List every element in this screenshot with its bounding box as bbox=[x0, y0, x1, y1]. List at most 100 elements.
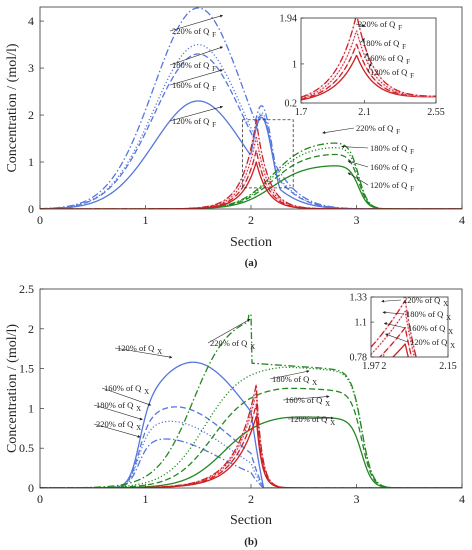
annotation-arrow bbox=[269, 370, 310, 380]
x-tick-label: 0 bbox=[37, 492, 43, 506]
annotation-arrow bbox=[347, 172, 369, 186]
y-axis-title: Concentration / (mol/l) bbox=[5, 43, 20, 172]
annotation-label: 220% of Q F bbox=[356, 123, 400, 136]
panel-label: (b) bbox=[244, 536, 258, 548]
annotation-arrow bbox=[207, 318, 251, 344]
annotation-arrow bbox=[93, 423, 141, 438]
inset-annotation-label: 220% of Q F bbox=[358, 19, 402, 32]
series-line-a-red-dashed bbox=[40, 149, 462, 209]
annotation-label: 160% of Q X bbox=[285, 395, 330, 408]
x-tick-label: 2 bbox=[248, 492, 254, 506]
inset-series-line-dotted bbox=[301, 30, 436, 99]
inset-annotation-label: 220% of Q X bbox=[403, 295, 448, 308]
annotation-label: 180% of Q X bbox=[96, 400, 141, 413]
y-tick-label: 2 bbox=[28, 108, 34, 122]
panel-label: (a) bbox=[245, 257, 258, 269]
annotation-arrow bbox=[93, 404, 143, 421]
panel-b: 0 1 2 3 4 0 0.5 1 1.5 2 2.5 Section Concentration / … bbox=[5, 282, 465, 548]
annotation-label: 120% of Q X bbox=[117, 343, 162, 356]
x-tick-label: 1 bbox=[143, 213, 149, 227]
annotation-arrow bbox=[287, 416, 334, 420]
inset-y-tick-label: 0.78 bbox=[350, 353, 368, 364]
series-line-a-blue-dotted bbox=[40, 43, 462, 209]
series-line-b-red-dashed bbox=[40, 403, 462, 488]
annotation-label: 160% of Q F bbox=[370, 162, 414, 175]
series-line-a-red-solid bbox=[40, 161, 462, 209]
x-tick-label: 3 bbox=[354, 492, 360, 506]
inset-annotation-arrow bbox=[381, 299, 402, 303]
annotation-arrow bbox=[322, 127, 355, 134]
series-line-a-red-dashdot bbox=[40, 119, 462, 209]
y-tick-label: 3 bbox=[28, 61, 34, 75]
annotation-label: 180% of Q F bbox=[370, 143, 414, 156]
x-axis-title: Section bbox=[230, 235, 272, 250]
series-line-b-green-dashdot bbox=[40, 313, 462, 488]
inset-annotation-label: 180% of Q F bbox=[362, 38, 406, 51]
inset-annotation-label: 160% of Q F bbox=[366, 53, 410, 66]
y-axis-title: Concentration / (mol/l) bbox=[5, 324, 20, 453]
y-tick-label: 0 bbox=[28, 202, 34, 216]
inset-frame bbox=[370, 296, 449, 358]
annotation-arrow bbox=[169, 105, 223, 122]
annotation-arrow bbox=[169, 46, 223, 66]
panel-a: 0 1 2 3 4 0 1 2 3 4 Section Concentration / (mol/l)… bbox=[5, 6, 465, 269]
inset-x-tick-label: 2.1 bbox=[358, 107, 371, 118]
inset-y-tick-label: 0.2 bbox=[285, 99, 298, 110]
annotation-label: 220% of Q X bbox=[210, 338, 255, 351]
zoom-region-box bbox=[242, 119, 294, 189]
inset-series-line-dotted bbox=[371, 310, 416, 357]
inset-annotation-arrow bbox=[355, 23, 366, 27]
series-line-b-blue-dashed bbox=[40, 406, 462, 488]
y-tick-label: 2.5 bbox=[19, 282, 34, 296]
annotation-arrow bbox=[101, 387, 152, 406]
series-glow-b-9 bbox=[40, 403, 462, 488]
inset-annotation-arrow bbox=[359, 38, 365, 44]
inset-x-tick-label: 1.97 bbox=[362, 361, 380, 372]
x-tick-label: 4 bbox=[459, 213, 465, 227]
x-tick-label: 0 bbox=[37, 213, 43, 227]
inset-annotation-label: 120% of Q F bbox=[370, 67, 414, 80]
y-tick-label: 2 bbox=[28, 322, 34, 336]
inset-annotation-arrow bbox=[385, 333, 409, 343]
inset-series-line-dashed bbox=[378, 327, 413, 357]
inset-annotation-arrow bbox=[367, 62, 372, 73]
annotation-label: 160% of Q X bbox=[104, 383, 149, 396]
y-tick-label: 4 bbox=[28, 14, 34, 28]
inset-y-tick-label: 1 bbox=[292, 59, 297, 70]
series-line-b-red-dotted bbox=[40, 391, 462, 488]
inset-x-tick-label: 2.15 bbox=[439, 361, 457, 372]
inset-background bbox=[301, 18, 436, 103]
inset-x-tick-label: 2.55 bbox=[427, 107, 445, 118]
annotation-label: 120% of Q X bbox=[290, 414, 335, 427]
x-tick-label: 2 bbox=[248, 213, 254, 227]
inset-y-tick-label: 1.33 bbox=[350, 293, 368, 304]
annotation-arrow bbox=[169, 69, 223, 86]
annotation-label: 180% of Q F bbox=[172, 60, 216, 73]
annotation-arrow bbox=[341, 145, 369, 149]
inset-series-glow bbox=[301, 18, 436, 98]
annotation-arrow bbox=[282, 395, 330, 401]
x-tick-label: 3 bbox=[354, 213, 360, 227]
y-tick-label: 0 bbox=[28, 481, 34, 495]
inset-annotation-arrow bbox=[383, 322, 407, 329]
inset-y-tick-label: 1.94 bbox=[280, 14, 298, 25]
inset-series-line-dashdot bbox=[371, 299, 417, 357]
inset-a: 1.7 2.1 2.55 0.2 1 1.94 220% of Q F 180% of Q F… bbox=[280, 14, 445, 119]
annotation-arrow bbox=[114, 347, 173, 359]
x-tick-label: 1 bbox=[143, 492, 149, 506]
inset-y-tick-label: 1.1 bbox=[355, 318, 368, 329]
inset-annotation-label: 160% of Q X bbox=[408, 323, 453, 336]
y-tick-label: 1.5 bbox=[19, 362, 34, 376]
y-tick-label: 1 bbox=[28, 155, 34, 169]
inset-annotation-label: 180% of Q X bbox=[406, 309, 451, 322]
x-axis-title: Section bbox=[230, 513, 272, 528]
annotation-label: 160% of Q F bbox=[172, 80, 216, 93]
series-line-b-blue-dashdot bbox=[40, 438, 462, 488]
inset-x-tick-label: 1.7 bbox=[295, 107, 308, 118]
series-glow-a-10 bbox=[40, 135, 462, 209]
inset-annotation-label: 120% of Q X bbox=[410, 337, 455, 350]
annotation-arrow bbox=[347, 160, 369, 168]
inset-annotation-arrow bbox=[382, 310, 405, 315]
